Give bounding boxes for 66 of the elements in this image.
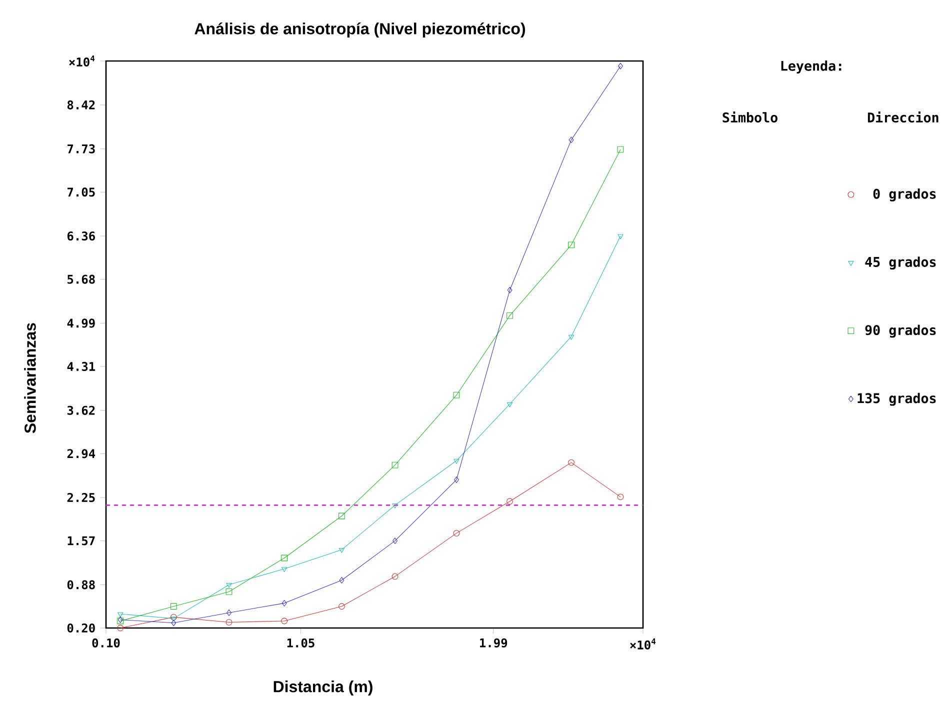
y-tick-label: 2.25: [67, 493, 95, 502]
y-tick-label: 6.36: [67, 231, 95, 241]
point: [618, 234, 624, 240]
x-tick-label: 1.05: [287, 638, 314, 648]
point: [617, 494, 624, 500]
point: [338, 512, 345, 520]
legend-label: 135 grados: [858, 392, 936, 406]
y-tick-label: 2.94: [67, 449, 96, 458]
y-tick-label: 4.31: [67, 362, 96, 371]
point: [453, 530, 460, 536]
point: [226, 619, 232, 626]
point: [392, 462, 398, 468]
y-tick-label: 0.88: [67, 580, 95, 590]
point: [392, 503, 398, 508]
point: [506, 312, 513, 319]
point: [454, 476, 459, 483]
point: [118, 612, 124, 618]
point: [506, 402, 513, 408]
point: [453, 392, 460, 398]
point: [507, 286, 512, 294]
point: [338, 548, 345, 553]
y-tick-label: 4.99: [67, 318, 95, 328]
point: [618, 62, 623, 70]
legend-label: 0 grados: [873, 188, 936, 202]
point: [117, 624, 124, 632]
point: [338, 603, 345, 610]
legend-label: 45 grados: [865, 256, 936, 270]
chart-title: Análisis de anisotropía (Nivel piezométrico): [194, 22, 526, 38]
x-axis-title: Distancia (m): [274, 680, 372, 696]
y-tick-label: ×10$^{4}$: [69, 55, 95, 67]
x-tick-label: 0.10: [92, 638, 120, 648]
point: [568, 334, 574, 340]
point: [281, 554, 288, 562]
y-tick-label: 7.73: [68, 144, 95, 154]
x-tick-label: ×10$^{4}$: [630, 638, 656, 650]
point: [454, 458, 460, 464]
text: Direccion: [868, 111, 938, 123]
point: [339, 577, 344, 584]
y-tick-label: 3.62: [67, 406, 95, 415]
legend-title: Leyenda:: [781, 60, 842, 74]
y-tick-label: 0.20: [67, 623, 95, 633]
point: [392, 573, 398, 580]
point: [568, 136, 574, 144]
point: [568, 242, 574, 248]
point: [171, 620, 176, 626]
y-tick-label: 7.05: [68, 188, 95, 197]
x-tick-label: 1.99: [480, 638, 508, 648]
point: [170, 603, 177, 610]
point: [170, 616, 176, 622]
y-tick-label: 8.42: [67, 100, 95, 110]
point: [506, 498, 513, 505]
y-tick-label: 5.68: [68, 274, 95, 284]
point: [617, 146, 624, 153]
point: [282, 567, 288, 572]
y-axis-title: Semivarianzas: [24, 323, 36, 434]
point: [170, 614, 177, 620]
text: Simbolo: [722, 111, 778, 123]
legend-label: 90 grados: [865, 324, 936, 338]
point: [226, 582, 232, 588]
point: [281, 618, 288, 624]
point: [282, 600, 287, 606]
point: [226, 610, 232, 616]
y-tick-label: 1.57: [68, 536, 95, 546]
point: [226, 588, 232, 595]
point: [568, 459, 574, 466]
point: [392, 538, 398, 544]
